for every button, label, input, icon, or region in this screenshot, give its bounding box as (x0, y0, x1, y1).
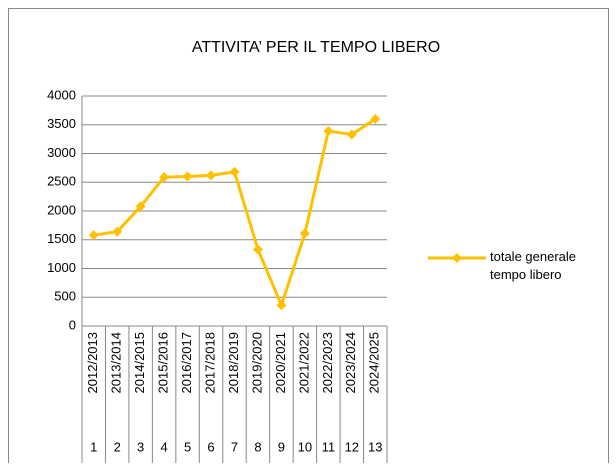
marker (88, 230, 99, 241)
chart-title: ATTIVITA’ PER IL TEMPO LIBERO (192, 39, 440, 56)
x-tick-label: 2019/2020 (249, 332, 264, 393)
legend-label: totale generale tempo libero (490, 249, 577, 282)
y-tick-label: 2500 (47, 174, 76, 189)
y-tick-label: 4000 (47, 87, 76, 102)
category-number: 1 (90, 439, 97, 454)
legend-marker (452, 253, 462, 263)
x-tick-label: 2012/2013 (85, 332, 100, 393)
category-number: 9 (278, 439, 285, 454)
marker (346, 129, 357, 140)
marker (182, 171, 193, 182)
x-tick-label: 2014/2015 (132, 332, 147, 393)
category-number: 8 (254, 439, 261, 454)
marker (299, 228, 310, 239)
category-number: 4 (160, 439, 167, 454)
marker (206, 170, 217, 181)
marker (370, 114, 381, 124)
x-tick-label: 2024/2025 (367, 332, 382, 393)
x-tick-label: 2020/2021 (273, 332, 288, 393)
category-number: 7 (231, 439, 238, 454)
chart-frame (8, 8, 609, 468)
category-number: 13 (368, 439, 382, 454)
series-line (93, 117, 377, 307)
x-tick-label: 2023/2024 (343, 332, 358, 393)
category-number: 12 (345, 439, 359, 454)
marker (276, 300, 287, 311)
category-number: 3 (137, 439, 144, 454)
y-tick-label: 1500 (47, 231, 76, 246)
x-tick-label: 2013/2014 (109, 332, 124, 393)
x-tick-label: 2016/2017 (179, 332, 194, 393)
category-number: 10 (298, 439, 312, 454)
marker (229, 166, 240, 177)
x-tick-label: 2017/2018 (202, 332, 217, 393)
category-number: 5 (184, 439, 191, 454)
marker (159, 172, 170, 183)
category-number: 11 (322, 439, 336, 454)
y-tick-label: 3500 (47, 116, 76, 131)
marker (252, 244, 263, 255)
category-number: 2 (114, 439, 121, 454)
y-tick-label: 3000 (47, 145, 76, 160)
marker (112, 226, 123, 237)
y-tick-label: 0 (69, 317, 76, 332)
y-tick-label: 2000 (47, 202, 76, 217)
marker (135, 201, 146, 212)
y-tick-label: 1000 (47, 260, 76, 275)
y-tick-label: 500 (54, 289, 76, 304)
x-tick-label: 2015/2016 (156, 332, 171, 393)
category-number: 6 (207, 439, 214, 454)
marker (323, 126, 334, 137)
x-tick-label: 2022/2023 (320, 332, 335, 393)
x-tick-label: 2021/2022 (296, 332, 311, 393)
x-tick-label: 2018/2019 (226, 332, 241, 393)
